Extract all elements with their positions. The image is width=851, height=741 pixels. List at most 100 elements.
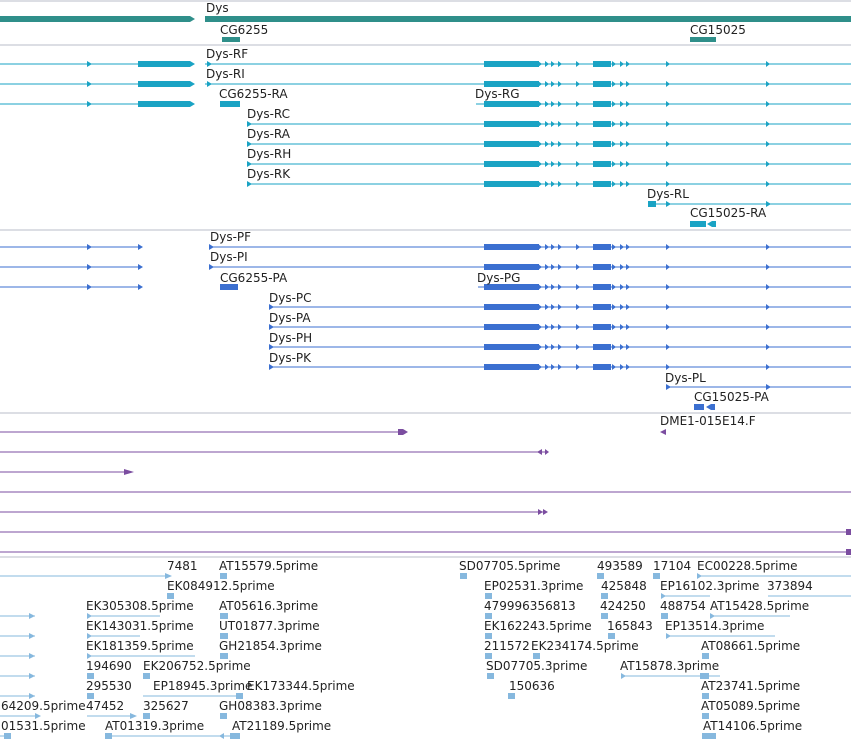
transcript-label[interactable]: Dys-RC [247, 107, 290, 121]
est-label[interactable]: EK143031.5prime [86, 619, 194, 633]
gene-dys-glyph[interactable] [205, 16, 851, 22]
protein-label[interactable]: Dys-PA [269, 311, 311, 325]
clone-feature[interactable] [660, 429, 666, 435]
est-feature[interactable] [0, 573, 851, 579]
est-label[interactable]: SD07705.3prime [486, 659, 587, 673]
protein-model[interactable] [0, 264, 851, 270]
est-label[interactable]: 479996356813 [484, 599, 576, 613]
est-label[interactable]: 211572 [484, 639, 530, 653]
protein-label[interactable]: CG15025-PA [694, 390, 770, 404]
clone-feature[interactable] [0, 529, 851, 535]
est-label[interactable]: EP16102.3prime [660, 579, 759, 593]
est-label[interactable]: 150636 [509, 679, 555, 693]
transcript-model[interactable] [648, 201, 851, 207]
est-label[interactable]: GH21854.3prime [219, 639, 322, 653]
transcript-label[interactable]: Dys-RH [247, 147, 291, 161]
est-feature[interactable] [0, 613, 790, 619]
protein-model[interactable] [0, 244, 851, 250]
est-feature[interactable] [0, 693, 709, 699]
gene-label[interactable]: CG15025 [690, 23, 746, 37]
transcript-model[interactable] [0, 101, 851, 107]
est-label[interactable]: AT23741.5prime [701, 679, 800, 693]
gene-label[interactable]: Dys [206, 1, 229, 15]
transcript-label[interactable]: Dys-RA [247, 127, 291, 141]
est-label[interactable]: 64209.5prime [1, 699, 86, 713]
est-label[interactable]: 194690 [86, 659, 132, 673]
clone-label[interactable]: DME1-015E14.F [660, 414, 756, 428]
est-label[interactable]: EK173344.5prime [247, 679, 355, 693]
est-label[interactable]: 165843 [607, 619, 653, 633]
est-label[interactable]: SD07705.5prime [459, 559, 560, 573]
est-label[interactable]: EP02531.3prime [484, 579, 583, 593]
est-label[interactable]: EK084912.5prime [167, 579, 275, 593]
est-feature[interactable] [0, 733, 716, 739]
protein-model[interactable] [269, 304, 851, 310]
est-label[interactable]: EK162243.5prime [484, 619, 592, 633]
protein-model[interactable] [269, 364, 851, 370]
transcript-label[interactable]: Dys-RI [206, 67, 245, 81]
est-label[interactable]: 17104 [653, 559, 691, 573]
protein-label[interactable]: Dys-PC [269, 291, 312, 305]
est-label[interactable]: 424250 [600, 599, 646, 613]
est-label[interactable]: 01531.5prime [1, 719, 86, 733]
est-feature[interactable] [167, 593, 851, 599]
est-feature[interactable] [0, 633, 775, 639]
clone-feature[interactable] [0, 449, 549, 455]
est-label[interactable]: EK234174.5prime [531, 639, 639, 653]
protein-label[interactable]: Dys-PI [210, 250, 248, 264]
clone-feature[interactable] [0, 429, 408, 435]
est-label[interactable]: 47452 [86, 699, 124, 713]
est-label[interactable]: 7481 [167, 559, 198, 573]
transcript-label[interactable]: Dys-RL [647, 187, 689, 201]
gene-dys-glyph[interactable] [190, 16, 195, 22]
transcript-model[interactable] [690, 221, 716, 227]
est-label[interactable]: AT15878.3prime [620, 659, 719, 673]
protein-label[interactable]: Dys-PK [269, 351, 312, 365]
protein-label[interactable]: Dys-PF [210, 230, 251, 244]
protein-model[interactable] [269, 324, 851, 330]
est-label[interactable]: UT01877.3prime [219, 619, 320, 633]
est-label[interactable]: EP18945.3prime [153, 679, 252, 693]
est-label[interactable]: AT15428.5prime [710, 599, 809, 613]
transcript-model[interactable] [0, 81, 851, 87]
transcript-model[interactable] [0, 61, 851, 67]
est-label[interactable]: AT15579.5prime [219, 559, 318, 573]
gene-cg15025-glyph[interactable] [690, 37, 716, 42]
protein-model[interactable] [0, 284, 851, 290]
gene-cg6255-glyph[interactable] [222, 37, 240, 42]
est-label[interactable]: 295530 [86, 679, 132, 693]
transcript-label[interactable]: Dys-RK [247, 167, 291, 181]
clone-feature[interactable] [0, 469, 134, 475]
gene-dys-glyph[interactable] [0, 16, 190, 22]
est-label[interactable]: EK305308.5prime [86, 599, 194, 613]
est-label[interactable]: EK181359.5prime [86, 639, 194, 653]
est-label[interactable]: AT14106.5prime [703, 719, 802, 733]
est-label[interactable]: AT01319.3prime [105, 719, 204, 733]
clone-feature[interactable] [0, 549, 851, 555]
transcript-label[interactable]: Dys-RG [475, 87, 520, 101]
protein-model[interactable] [694, 404, 715, 410]
est-label[interactable]: AT08661.5prime [701, 639, 800, 653]
est-label[interactable]: AT05089.5prime [701, 699, 800, 713]
est-label[interactable]: 325627 [143, 699, 189, 713]
protein-model[interactable] [666, 384, 851, 390]
transcript-label[interactable]: CG15025-RA [690, 206, 767, 220]
transcript-label[interactable]: CG6255-RA [219, 87, 288, 101]
est-label[interactable]: EC00228.5prime [697, 559, 798, 573]
gene-label[interactable]: CG6255 [220, 23, 268, 37]
protein-model[interactable] [269, 344, 851, 350]
protein-label[interactable]: Dys-PL [665, 371, 706, 385]
transcript-label[interactable]: Dys-RF [206, 47, 248, 61]
est-label[interactable]: AT05616.3prime [219, 599, 318, 613]
est-label[interactable]: 493589 [597, 559, 643, 573]
est-label[interactable]: EP13514.3prime [665, 619, 764, 633]
clone-feature[interactable] [0, 509, 548, 515]
protein-label[interactable]: Dys-PH [269, 331, 312, 345]
est-feature[interactable] [0, 653, 709, 659]
protein-label[interactable]: Dys-PG [477, 271, 520, 285]
est-feature[interactable] [0, 673, 720, 679]
est-label[interactable]: 425848 [601, 579, 647, 593]
est-label[interactable]: AT21189.5prime [232, 719, 331, 733]
est-label[interactable]: GH08383.3prime [219, 699, 322, 713]
est-label[interactable]: 488754 [660, 599, 706, 613]
